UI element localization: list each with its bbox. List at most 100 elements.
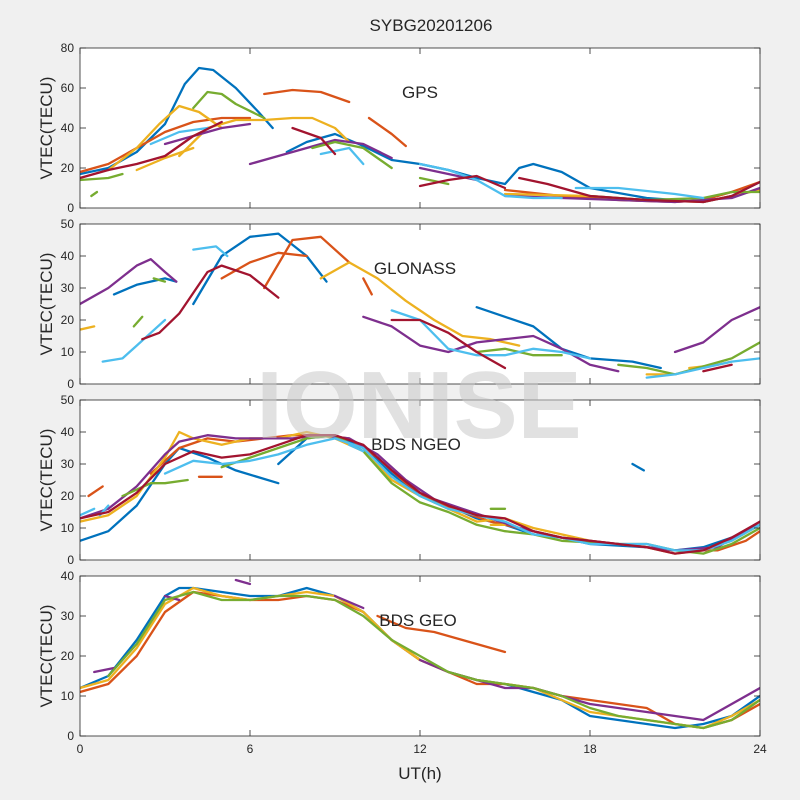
series-3-line — [163, 122, 252, 146]
series-5-line — [319, 146, 365, 166]
y-tick-label: 30 — [61, 281, 75, 295]
series-4-line — [107, 590, 760, 730]
series-group — [80, 66, 760, 204]
series-3-line — [80, 258, 178, 306]
series-group — [80, 578, 760, 730]
y-tick-label: 80 — [61, 41, 75, 55]
panel-label: BDS NGEO — [371, 435, 461, 454]
series-1-line — [376, 614, 507, 654]
series-4-line — [192, 90, 266, 120]
series-3-line — [673, 306, 760, 354]
y-tick-label: 40 — [61, 121, 75, 135]
series-0-line — [631, 462, 645, 472]
y-tick-label: 10 — [61, 345, 75, 359]
y-tick-label: 40 — [61, 569, 75, 583]
panel-label: BDS GEO — [379, 611, 456, 630]
series-4-line — [418, 176, 450, 186]
series-2-line — [80, 325, 96, 331]
y-tick-label: 0 — [67, 729, 74, 743]
series-1-line — [263, 235, 351, 290]
y-tick-label: 20 — [61, 161, 75, 175]
panel-2: 0 10 20 30 40 50 VTEC(TECU) BDS NGEO — [37, 393, 761, 567]
series-6-line — [80, 120, 223, 180]
series-3-line — [93, 666, 116, 674]
panel-0: 0 20 40 60 80 VTEC(TECU) GPS — [37, 41, 761, 215]
series-6-line — [291, 126, 337, 156]
y-tick-label: 0 — [67, 201, 74, 215]
series-1-line — [362, 277, 373, 296]
y-tick-label: 20 — [61, 313, 75, 327]
series-5-line — [418, 162, 563, 200]
series-6-line — [702, 363, 733, 373]
series-2-line — [107, 104, 223, 172]
x-tick-label: 18 — [583, 742, 597, 756]
series-1-line — [80, 116, 252, 174]
y-tick-label: 0 — [67, 553, 74, 567]
series-3-line — [362, 315, 620, 373]
plot-area — [80, 48, 760, 208]
series-4-line — [311, 140, 393, 170]
series-5-line — [192, 245, 229, 258]
x-tick-label: 0 — [77, 742, 84, 756]
y-tick-label: 20 — [61, 489, 75, 503]
y-tick-label: 10 — [61, 521, 75, 535]
y-tick-label: 30 — [61, 457, 75, 471]
y-axis-label: VTEC(TECU) — [37, 429, 56, 532]
series-2-line — [319, 261, 521, 347]
panel-label: GLONASS — [374, 259, 456, 278]
series-1-line — [367, 116, 407, 148]
series-4-line — [152, 277, 167, 283]
series-5-line — [163, 437, 760, 552]
x-tick-label: 24 — [753, 742, 767, 756]
y-axis-label: VTEC(TECU) — [37, 77, 56, 180]
series-2-line — [135, 146, 195, 172]
y-tick-label: 50 — [61, 217, 75, 231]
y-tick-label: 40 — [61, 249, 75, 263]
x-axis-label: UT(h) — [398, 764, 441, 783]
series-0-line — [192, 232, 328, 306]
y-tick-label: 30 — [61, 609, 75, 623]
figure-title: SYBG20201206 — [370, 16, 493, 35]
y-tick-label: 50 — [61, 393, 75, 407]
series-6-line — [418, 174, 507, 190]
panel-1: 0 10 20 30 40 50 VTEC(TECU) GLONASS — [37, 217, 761, 391]
series-0-line — [112, 277, 178, 296]
series-1-line — [87, 485, 104, 498]
x-tick-label: 12 — [413, 742, 427, 756]
plot-area — [80, 400, 760, 560]
series-5-line — [149, 126, 209, 146]
series-5-line — [645, 357, 760, 379]
series-1-line — [263, 88, 351, 104]
series-5-line — [574, 186, 705, 200]
series-4-line — [80, 172, 124, 182]
series-0-line — [80, 446, 280, 542]
series-4-line — [121, 478, 189, 498]
series-6-line — [141, 264, 280, 341]
series-3-line — [248, 138, 393, 166]
y-tick-label: 40 — [61, 425, 75, 439]
y-tick-label: 0 — [67, 377, 74, 391]
series-5-line — [348, 443, 365, 453]
series-6-line — [80, 434, 760, 555]
series-3-line — [234, 578, 252, 586]
y-tick-label: 10 — [61, 689, 75, 703]
series-group — [80, 430, 760, 555]
series-5-line — [80, 507, 96, 517]
y-axis-label: VTEC(TECU) — [37, 605, 56, 708]
series-5-line — [390, 309, 592, 360]
series-5-line — [101, 318, 167, 363]
y-axis-label: VTEC(TECU) — [37, 253, 56, 356]
x-tick-label: 6 — [247, 742, 254, 756]
y-tick-label: 20 — [61, 649, 75, 663]
series-3-line — [333, 594, 365, 610]
series-6-line — [518, 176, 760, 204]
series-4-line — [132, 315, 144, 328]
series-4-line — [90, 190, 99, 198]
panel-3: 0 10 20 30 40 VTEC(TECU) BDS GEO — [37, 569, 761, 743]
series-group — [80, 232, 760, 379]
watermark-text: IONISE — [256, 352, 581, 459]
y-tick-label: 60 — [61, 81, 75, 95]
panel-label: GPS — [402, 83, 438, 102]
